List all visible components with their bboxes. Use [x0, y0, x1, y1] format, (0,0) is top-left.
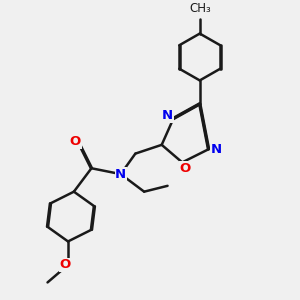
Text: N: N	[162, 109, 173, 122]
Text: CH₃: CH₃	[189, 2, 211, 14]
Text: O: O	[59, 258, 71, 272]
Text: N: N	[210, 143, 221, 156]
Text: N: N	[115, 168, 126, 181]
Text: O: O	[70, 135, 81, 148]
Text: O: O	[179, 162, 191, 175]
